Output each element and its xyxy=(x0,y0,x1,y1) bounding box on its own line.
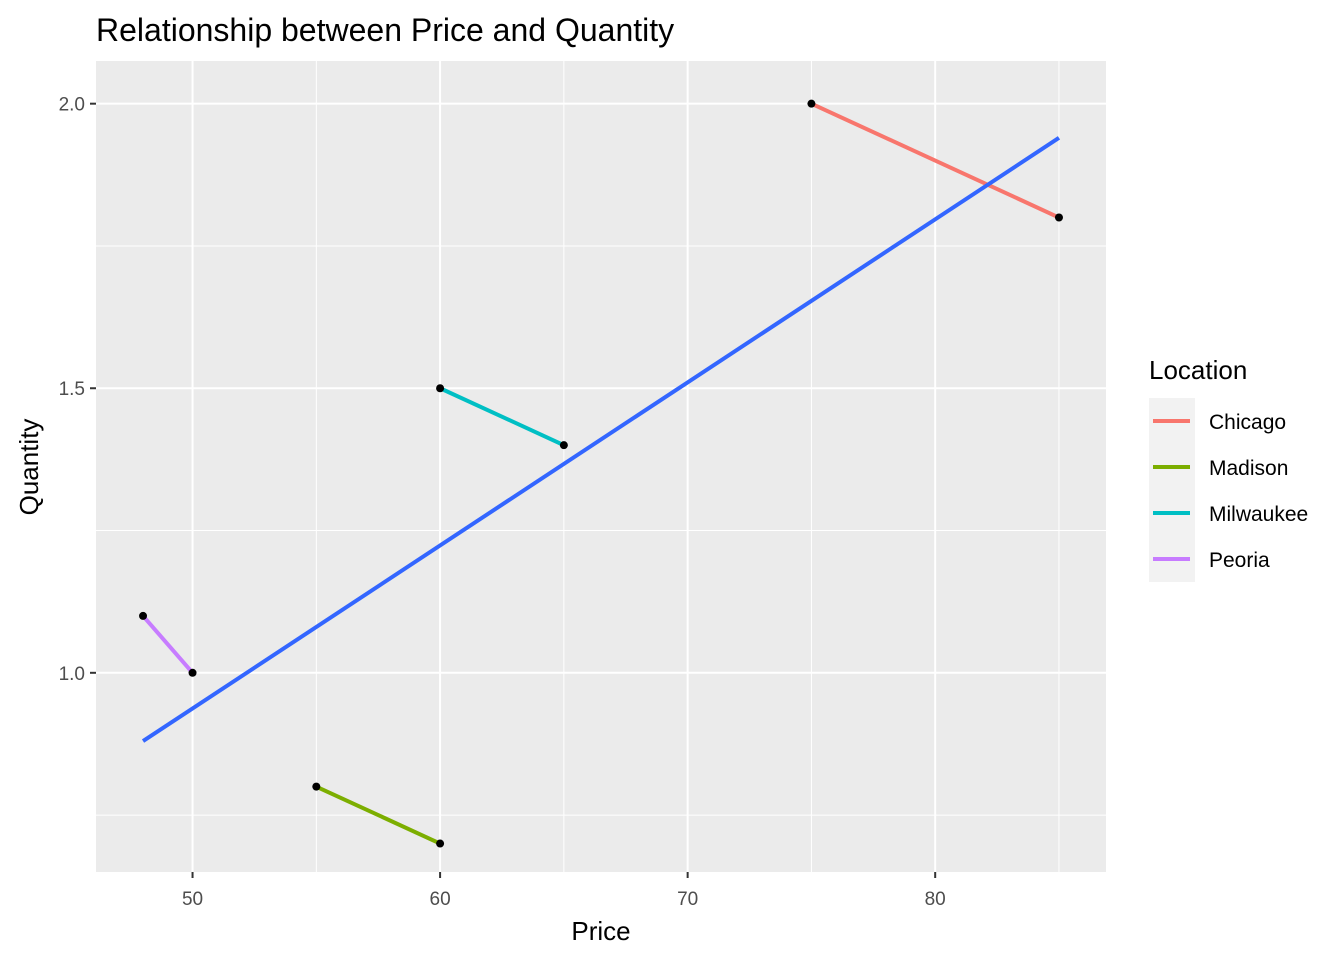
data-point-madison-0 xyxy=(312,782,321,791)
legend-label-chicago: Chicago xyxy=(1209,411,1286,434)
y-tick-label-1: 1.5 xyxy=(59,379,85,400)
data-point-peoria-0 xyxy=(139,611,148,620)
legend: Location Chicago Madison Milwaukee Peoria xyxy=(1149,355,1308,582)
legend-items: Chicago Madison Milwaukee Peoria xyxy=(1153,411,1308,572)
series-line-madison xyxy=(315,784,441,846)
data-point-madison-1 xyxy=(436,839,445,848)
series-lines xyxy=(141,101,1060,846)
y-tick-label-2: 2.0 xyxy=(59,95,85,116)
y-axis-title: Quantity xyxy=(14,419,44,516)
x-tick-label-3: 80 xyxy=(925,889,946,910)
legend-label-milwaukee: Milwaukee xyxy=(1209,503,1308,526)
trend-line-group xyxy=(141,136,1061,743)
y-tick-label-0: 1.0 xyxy=(59,664,85,685)
legend-label-peoria: Peoria xyxy=(1209,549,1270,572)
x-axis-title: Price xyxy=(571,916,630,946)
data-point-milwaukee-0 xyxy=(436,384,445,393)
y-axis: 1.0 1.5 2.0 xyxy=(59,95,96,685)
series-line-milwaukee xyxy=(439,386,565,447)
x-tick-label-2: 70 xyxy=(677,889,698,910)
data-points xyxy=(139,99,1063,848)
series-line-peoria xyxy=(141,614,195,675)
trend-line xyxy=(141,136,1061,743)
data-point-peoria-1 xyxy=(188,668,197,677)
major-gridlines xyxy=(96,61,1106,872)
data-point-chicago-0 xyxy=(807,99,816,108)
x-tick-label-1: 60 xyxy=(430,889,451,910)
legend-label-madison: Madison xyxy=(1209,457,1288,480)
legend-title: Location xyxy=(1149,355,1247,385)
legend-key-background xyxy=(1149,398,1195,582)
minor-gridlines xyxy=(96,61,1106,872)
plot-panel xyxy=(96,61,1106,872)
data-point-chicago-1 xyxy=(1054,213,1063,222)
data-point-milwaukee-1 xyxy=(559,441,568,450)
series-line-chicago xyxy=(810,101,1060,220)
chart-title: Relationship between Price and Quantity xyxy=(96,12,674,48)
x-tick-label-0: 50 xyxy=(182,889,203,910)
x-axis: 50 60 70 80 xyxy=(182,872,946,910)
